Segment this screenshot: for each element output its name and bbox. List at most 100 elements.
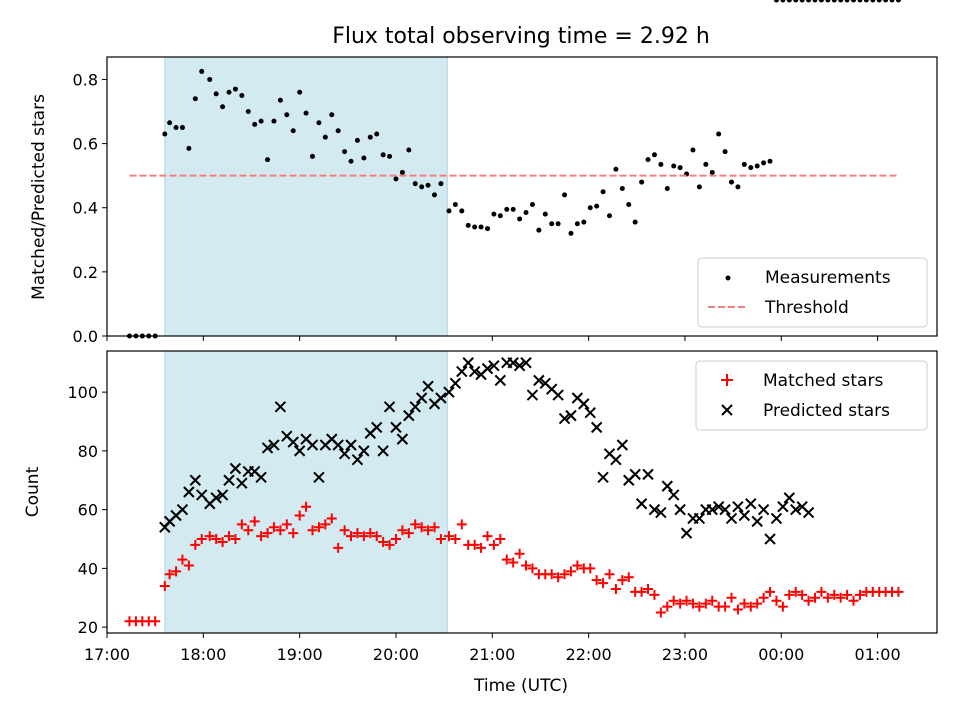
x-axis-label: Time (UTC) (473, 676, 568, 696)
matched-stars-point (784, 589, 795, 600)
matched-stars-point (521, 560, 532, 571)
measurement-point (162, 131, 168, 137)
predicted-stars-point (526, 389, 539, 401)
measurement-point (309, 153, 315, 159)
predicted-stars-point (377, 445, 389, 457)
matched-stars-point (346, 531, 357, 542)
matched-stars-point (164, 569, 175, 580)
legend-matched-label: Matched stars (763, 371, 883, 391)
measurement-point (696, 184, 702, 190)
measurement-point (380, 152, 386, 158)
measurement-point (549, 221, 555, 227)
matched-stars-point (365, 528, 376, 539)
measurement-point (335, 128, 341, 134)
measurement-point (387, 153, 393, 159)
x-tick-label: 01:00 (855, 645, 901, 664)
predicted-stars-point (738, 509, 751, 522)
predicted-stars-point (802, 506, 815, 519)
legend-threshold-label: Threshold (764, 298, 849, 318)
measurement-point (773, 0, 779, 3)
predicted-stars-point (196, 489, 208, 501)
matched-stars-point (514, 548, 525, 559)
predicted-stars-point (494, 374, 507, 387)
measurement-point (876, 0, 882, 3)
y-tick-label: 40 (78, 559, 98, 578)
measurement-point (651, 152, 657, 158)
measurement-point (290, 128, 296, 134)
matched-stars-point (456, 519, 467, 530)
matched-stars-point (307, 525, 318, 536)
predicted-stars-point (790, 503, 802, 516)
predicted-stars-point (565, 409, 577, 422)
x-tick-label: 00:00 (758, 645, 804, 664)
matched-stars-point (739, 598, 750, 609)
matched-stars-point (190, 539, 201, 550)
y-tick-label: 0.2 (73, 263, 98, 282)
predicted-stars-point (396, 433, 409, 445)
measurement-point (192, 96, 198, 102)
top-y-axis-label: Matched/Predicted stars (29, 94, 49, 300)
matched-stars-point (301, 501, 312, 512)
measurement-point (716, 131, 722, 137)
measurement-point (277, 97, 283, 103)
matched-stars-point (572, 560, 583, 571)
measurement-point (179, 125, 185, 131)
measurement-point (322, 134, 328, 140)
matched-stars-point (585, 563, 596, 574)
measurement-point (284, 112, 290, 118)
matched-stars-point (527, 563, 538, 574)
matched-stars-point (848, 595, 859, 606)
predicted-stars-point (216, 489, 229, 501)
matched-stars-point (410, 519, 421, 530)
matched-stars-point (777, 601, 788, 612)
matched-stars-point (476, 542, 487, 553)
predicted-stars-point (629, 468, 641, 481)
predicted-stars-point (189, 474, 202, 486)
matched-stars-point (732, 604, 743, 615)
measurement-point (645, 157, 651, 163)
matched-stars-point (313, 522, 324, 533)
predicted-stars-point (610, 453, 622, 466)
measurement-point (600, 189, 606, 195)
measurement-point (606, 213, 612, 219)
predicted-stars-point (770, 512, 783, 525)
legend-matched-marker (721, 374, 733, 386)
measurement-point (484, 226, 490, 232)
measurement-point (399, 169, 405, 175)
predicted-stars-point (403, 409, 415, 422)
measurement-point (348, 158, 354, 164)
y-tick-label: 20 (78, 618, 98, 637)
predicted-stars-point (764, 533, 776, 545)
predicted-stars-point (751, 515, 763, 528)
legend-measurements-marker (725, 275, 731, 281)
measurement-point (446, 208, 452, 214)
matched-stars-point (403, 528, 414, 539)
matched-stars-point (508, 557, 519, 568)
measurement-point (207, 76, 213, 82)
predicted-stars-point (655, 506, 667, 519)
matched-stars-point (655, 607, 666, 618)
matched-stars-point (842, 589, 853, 600)
y-tick-label: 80 (78, 442, 98, 461)
measurement-point (761, 160, 767, 166)
matched-stars-point (183, 560, 194, 571)
matched-stars-point (378, 536, 389, 547)
measurement-point (478, 224, 484, 230)
measurement-point (658, 161, 664, 167)
predicted-stars-point (223, 474, 235, 486)
predicted-stars-point (261, 442, 274, 454)
measurement-point (239, 92, 245, 98)
bottom-plot-frame (106, 350, 938, 634)
predicted-stars-point (236, 477, 248, 489)
measurement-point (186, 145, 192, 151)
predicted-stars-point (358, 445, 370, 457)
matched-stars-point (171, 566, 182, 577)
y-tick-label: 0.6 (73, 135, 98, 154)
measurement-point (767, 158, 773, 164)
measurement-point (818, 0, 824, 3)
measurement-point (265, 157, 271, 163)
measurement-point (613, 166, 619, 172)
y-tick-label: 0.0 (73, 327, 98, 346)
matched-stars-point (617, 575, 628, 586)
